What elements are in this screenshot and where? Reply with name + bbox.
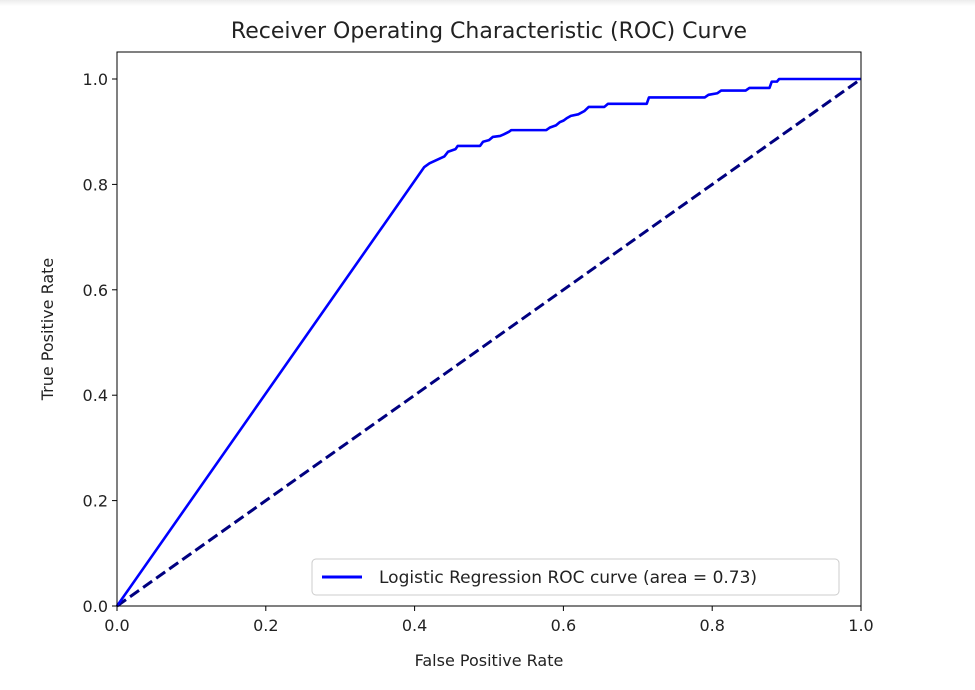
window-top-strip xyxy=(0,0,975,6)
x-tick-label: 0.6 xyxy=(551,616,576,635)
x-tick-label: 0.4 xyxy=(402,616,427,635)
series-layer xyxy=(115,77,862,608)
x-tick-label: 0.8 xyxy=(699,616,724,635)
y-tick-label: 0.2 xyxy=(83,492,108,511)
y-tick-label: 0.4 xyxy=(83,386,108,405)
x-tick-label: 1.0 xyxy=(848,616,873,635)
chart-title: Receiver Operating Characteristic (ROC) … xyxy=(231,19,747,44)
legend-label: Logistic Regression ROC curve (area = 0.… xyxy=(379,568,757,588)
chance-diagonal-line xyxy=(116,77,862,608)
y-tick-label: 0.0 xyxy=(83,597,108,616)
ticks-layer: 0.0 0.2 0.4 0.6 0.8 1.0 0.0 0.2 0.4 0.6 0.8 1.0 xyxy=(83,70,874,635)
legend-box xyxy=(311,558,840,596)
roc-curve-line xyxy=(115,77,861,607)
x-tick-label: 0.0 xyxy=(104,616,129,635)
plot-area-frame xyxy=(116,51,862,607)
y-tick-label: 0.6 xyxy=(83,281,108,300)
y-tick-label: 1.0 xyxy=(83,70,108,89)
x-axis-label: False Positive Rate xyxy=(415,651,564,670)
y-tick-label: 0.8 xyxy=(83,175,108,194)
legend: Logistic Regression ROC curve (area = 0.… xyxy=(311,558,840,596)
y-axis-label: True Positive Rate xyxy=(38,258,57,402)
x-tick-label: 0.2 xyxy=(253,616,278,635)
